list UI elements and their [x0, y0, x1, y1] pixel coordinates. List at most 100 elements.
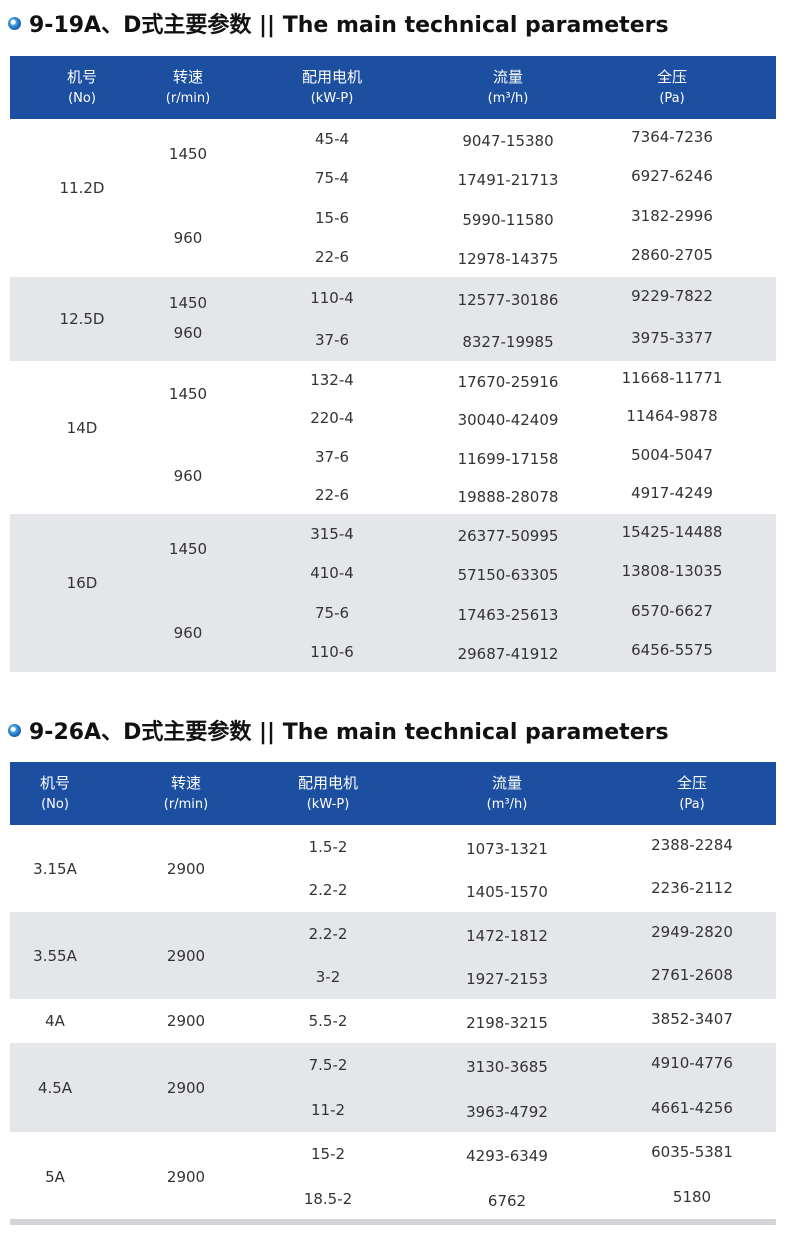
pressure-cell: 4910-4776: [651, 1054, 733, 1073]
pressure-cell: 6927-6246: [631, 167, 713, 186]
motor-cell: 15-2: [310, 1145, 346, 1164]
motor-cell: 75-6: [314, 603, 350, 622]
pressure-cell: 11464-9878: [626, 407, 718, 426]
flow-cell: 6762: [487, 1191, 527, 1210]
header-motor-cn: 配用电机: [297, 773, 358, 792]
flow-cell: 5990-11580: [462, 210, 554, 229]
speed-cell: 1450: [168, 294, 208, 312]
pressure-cell: 3975-3377: [631, 329, 713, 347]
row-group-shade: [10, 912, 776, 999]
pressure-cell: 2236-2112: [651, 879, 733, 898]
header-flow-en: (m³/h): [487, 90, 529, 106]
header-motor-cn: 配用电机: [301, 67, 362, 86]
header-no-cn: 机号: [39, 773, 70, 792]
header-no: 机号 (No): [0, 762, 125, 825]
header-pressure-cn: 全压: [676, 773, 707, 792]
flow-cell: 8327-19985: [462, 333, 554, 351]
machine-no-cell: 11.2D: [59, 179, 105, 197]
pressure-cell: 2761-2608: [651, 966, 733, 985]
header-no-en: (No): [68, 90, 96, 106]
motor-cell: 410-4: [310, 564, 354, 583]
motor-cell: 7.5-2: [308, 1056, 348, 1075]
table-header: 机号 (No) 转速 (r/min) 配用电机 (kW-P) 流量 (m³/h) 全压 (Pa): [10, 762, 776, 825]
motor-cell: 220-4: [310, 409, 354, 428]
motor-cell: 75-4: [314, 169, 350, 188]
motor-cell: 37-6: [314, 447, 350, 466]
flow-cell: 19888-28078: [457, 487, 559, 506]
table-bottom-bar: [10, 1219, 776, 1225]
motor-cell: 5.5-2: [308, 1012, 348, 1030]
pressure-cell: 11668-11771: [621, 369, 723, 388]
row-group-shade: [10, 277, 776, 361]
section-title: 9-26A、D式主要参数 || The main technical param…: [8, 710, 669, 750]
pressure-cell: 5180: [672, 1187, 712, 1206]
flow-cell: 1927-2153: [466, 970, 548, 989]
header-speed-cn: 转速: [170, 773, 201, 792]
motor-cell: 2.2-2: [308, 881, 348, 900]
speed-cell: 2900: [166, 1012, 206, 1030]
flow-cell: 1073-1321: [466, 839, 548, 858]
motor-cell: 110-6: [310, 643, 354, 662]
header-pressure: 全压 (Pa): [602, 56, 742, 119]
motor-cell: 18.5-2: [303, 1189, 353, 1208]
pressure-cell: 6456-5575: [631, 641, 713, 660]
machine-no-cell: 4A: [45, 1012, 65, 1030]
machine-no-cell: 12.5D: [59, 310, 105, 328]
header-motor-en: (kW-P): [310, 90, 354, 106]
table-header: 机号 (No) 转速 (r/min) 配用电机 (kW-P) 流量 (m³/h) 全压 (Pa): [10, 56, 776, 119]
pressure-cell: 9229-7822: [631, 287, 713, 305]
flow-cell: 57150-63305: [457, 566, 559, 585]
speed-cell: 960: [173, 228, 203, 247]
machine-no-cell: 14D: [66, 418, 98, 437]
flow-cell: 30040-42409: [457, 411, 559, 430]
motor-cell: 11-2: [310, 1100, 346, 1119]
pressure-cell: 4661-4256: [651, 1098, 733, 1117]
flow-cell: 3963-4792: [466, 1102, 548, 1121]
flow-cell: 9047-15380: [462, 131, 554, 150]
flow-cell: 17670-25916: [457, 373, 559, 392]
motor-cell: 37-6: [314, 331, 350, 349]
section-title-text: 9-19A、D式主要参数 || The main technical param…: [29, 13, 669, 38]
motor-cell: 2.2-2: [308, 924, 348, 943]
machine-no-cell: 3.55A: [33, 946, 77, 965]
speed-cell: 2900: [166, 1078, 206, 1097]
parameters-table: 机号 (No) 转速 (r/min) 配用电机 (kW-P) 流量 (m³/h) 全压 (Pa) …: [10, 762, 776, 1222]
motor-cell: 3-2: [315, 968, 341, 987]
flow-cell: 4293-6349: [466, 1147, 548, 1166]
header-no: 机号 (No): [12, 56, 152, 119]
machine-no-cell: 5A: [45, 1167, 65, 1186]
parameters-table: 机号 (No) 转速 (r/min) 配用电机 (kW-P) 流量 (m³/h) 全压 (Pa) …: [10, 56, 776, 674]
pressure-cell: 5004-5047: [631, 445, 713, 464]
motor-cell: 315-4: [310, 524, 354, 543]
speed-cell: 960: [173, 324, 203, 342]
pressure-cell: 15425-14488: [621, 522, 723, 541]
speed-cell: 960: [173, 623, 203, 642]
header-speed-cn: 转速: [172, 67, 203, 86]
header-flow-cn: 流量: [491, 773, 522, 792]
flow-cell: 1405-1570: [466, 883, 548, 902]
pressure-cell: 3182-2996: [631, 206, 713, 225]
speed-cell: 960: [173, 466, 203, 485]
section-title-text: 9-26A、D式主要参数 || The main technical param…: [29, 720, 669, 745]
pressure-cell: 3852-3407: [651, 1010, 733, 1028]
pressure-cell: 2860-2705: [631, 246, 713, 265]
flow-cell: 1472-1812: [466, 926, 548, 945]
motor-cell: 1.5-2: [308, 837, 348, 856]
flow-cell: 11699-17158: [457, 449, 559, 468]
section-title: 9-19A、D式主要参数 || The main technical param…: [8, 3, 669, 43]
pressure-cell: 13808-13035: [621, 562, 723, 581]
flow-cell: 2198-3215: [466, 1014, 548, 1032]
speed-cell: 1450: [168, 144, 208, 163]
motor-cell: 15-6: [314, 208, 350, 227]
header-motor: 配用电机 (kW-P): [258, 762, 398, 825]
header-no-cn: 机号: [66, 67, 97, 86]
motor-cell: 22-6: [314, 248, 350, 267]
header-no-en: (No): [41, 796, 69, 812]
header-pressure-cn: 全压: [656, 67, 687, 86]
pressure-cell: 2388-2284: [651, 835, 733, 854]
bullet-icon: [8, 723, 21, 737]
machine-no-cell: 16D: [66, 574, 98, 592]
machine-no-cell: 3.15A: [33, 859, 77, 878]
header-flow-en: (m³/h): [486, 796, 528, 812]
pressure-cell: 6035-5381: [651, 1143, 733, 1162]
